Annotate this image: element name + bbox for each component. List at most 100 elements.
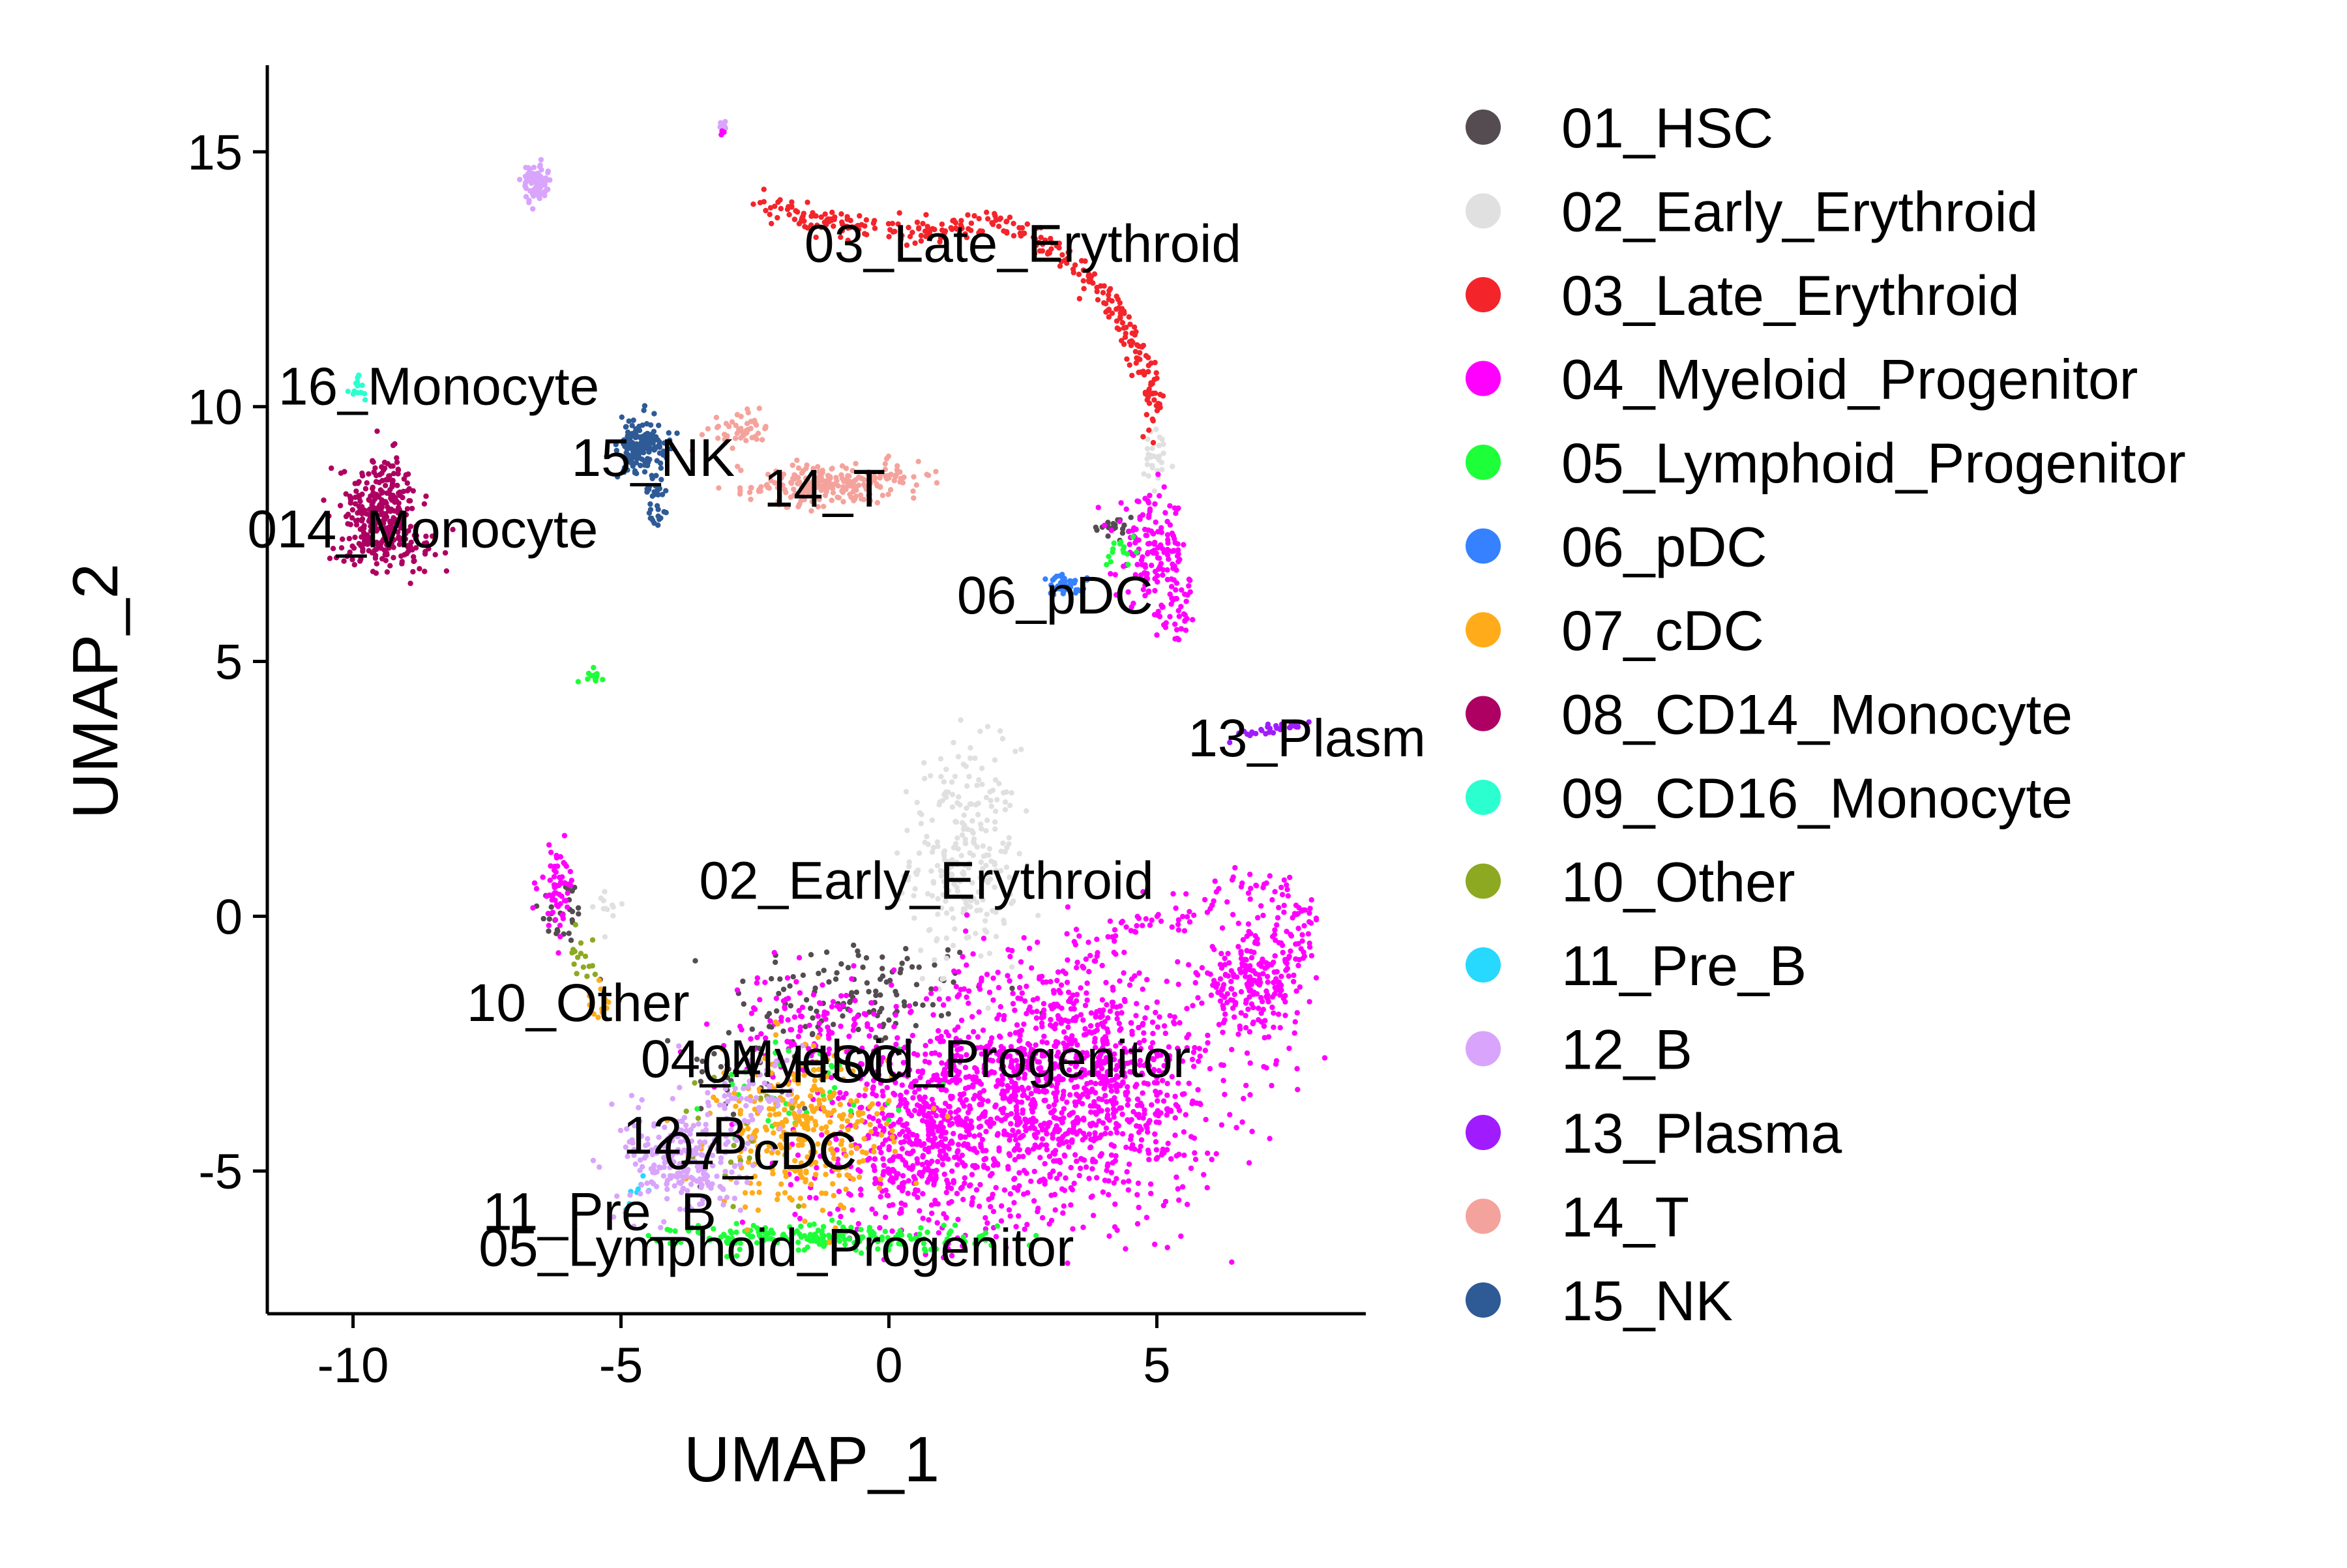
data-point — [778, 205, 784, 212]
data-point — [852, 998, 858, 1003]
data-point — [891, 1139, 897, 1145]
data-point — [1048, 1050, 1054, 1056]
data-point — [799, 1142, 805, 1148]
data-point — [1057, 1171, 1063, 1177]
data-point — [791, 1041, 797, 1047]
data-point — [1217, 976, 1224, 982]
data-point — [1124, 356, 1130, 362]
data-point — [1125, 561, 1131, 567]
data-point — [1101, 300, 1107, 306]
data-point — [870, 1086, 876, 1092]
data-point — [916, 1086, 922, 1092]
data-point — [961, 812, 967, 818]
data-point — [1142, 1111, 1147, 1117]
data-point — [1265, 992, 1271, 998]
data-point — [1271, 1024, 1277, 1030]
data-point — [992, 777, 999, 783]
data-point — [778, 1145, 785, 1151]
data-point — [942, 1136, 949, 1142]
data-point — [729, 1230, 735, 1236]
data-point — [1132, 349, 1139, 355]
data-point — [1175, 921, 1181, 928]
data-point — [740, 1127, 746, 1134]
data-point — [767, 1112, 773, 1118]
data-point — [733, 1103, 739, 1110]
data-point — [969, 1014, 975, 1020]
data-point — [1092, 1130, 1098, 1136]
data-point — [1140, 923, 1145, 928]
data-point — [1232, 865, 1238, 871]
series-06-pdc — [1042, 572, 1090, 598]
data-point — [1083, 1164, 1089, 1170]
data-point — [1094, 936, 1100, 942]
data-point — [998, 1218, 1005, 1224]
data-point — [742, 1190, 748, 1196]
data-point — [920, 1191, 926, 1197]
data-point — [986, 846, 993, 852]
data-point — [1040, 979, 1046, 985]
data-point — [838, 1066, 844, 1072]
data-point — [1252, 940, 1258, 946]
data-point — [808, 1005, 814, 1011]
data-point — [929, 1168, 935, 1174]
data-point — [996, 1033, 1003, 1039]
data-point — [1066, 1144, 1072, 1150]
data-point — [570, 947, 576, 953]
data-point — [1050, 591, 1057, 598]
data-point — [361, 539, 368, 544]
data-point — [1239, 961, 1246, 967]
data-point — [1106, 297, 1112, 303]
data-point — [1079, 1101, 1085, 1107]
data-point — [1050, 577, 1056, 583]
data-point — [1146, 1157, 1152, 1162]
data-point — [881, 1168, 887, 1175]
data-point — [869, 1101, 876, 1107]
data-point — [795, 1204, 802, 1209]
data-point — [956, 1107, 962, 1113]
data-point — [988, 1039, 994, 1045]
data-point — [761, 1237, 767, 1243]
data-point — [931, 1181, 937, 1188]
data-point — [1010, 990, 1016, 996]
data-point — [976, 1204, 982, 1209]
data-point — [1218, 965, 1225, 971]
data-point — [1082, 1003, 1089, 1009]
data-point — [1102, 1177, 1108, 1183]
data-point — [978, 859, 984, 865]
data-point — [1149, 1019, 1156, 1026]
data-point — [1179, 587, 1185, 593]
data-point — [889, 1157, 896, 1163]
data-point — [1018, 747, 1024, 752]
data-point — [956, 1156, 962, 1162]
data-point — [848, 1136, 854, 1142]
data-point — [980, 896, 986, 903]
data-point — [1129, 372, 1135, 379]
data-point — [1111, 1180, 1117, 1186]
data-point — [971, 1133, 977, 1139]
data-point — [917, 1231, 923, 1237]
data-point — [353, 488, 359, 494]
data-point — [600, 906, 606, 912]
data-point — [1153, 426, 1159, 432]
data-point — [1164, 1080, 1170, 1087]
data-point — [1170, 891, 1176, 897]
data-point — [1090, 1103, 1097, 1109]
data-point — [945, 947, 951, 953]
data-point — [1059, 1119, 1065, 1125]
data-point — [1239, 1119, 1245, 1125]
data-point — [954, 1046, 960, 1053]
data-point — [760, 1228, 766, 1235]
data-point — [990, 908, 996, 913]
data-point — [1175, 541, 1181, 547]
data-point — [1126, 314, 1132, 320]
data-point — [958, 1017, 965, 1024]
data-point — [1306, 999, 1312, 1005]
data-point — [972, 1241, 978, 1247]
data-point — [995, 1162, 1001, 1168]
data-point — [875, 1246, 881, 1252]
data-point — [825, 1112, 831, 1118]
data-point — [1016, 851, 1022, 857]
data-point — [923, 212, 929, 218]
data-point — [890, 1202, 896, 1208]
data-point — [1024, 221, 1031, 227]
